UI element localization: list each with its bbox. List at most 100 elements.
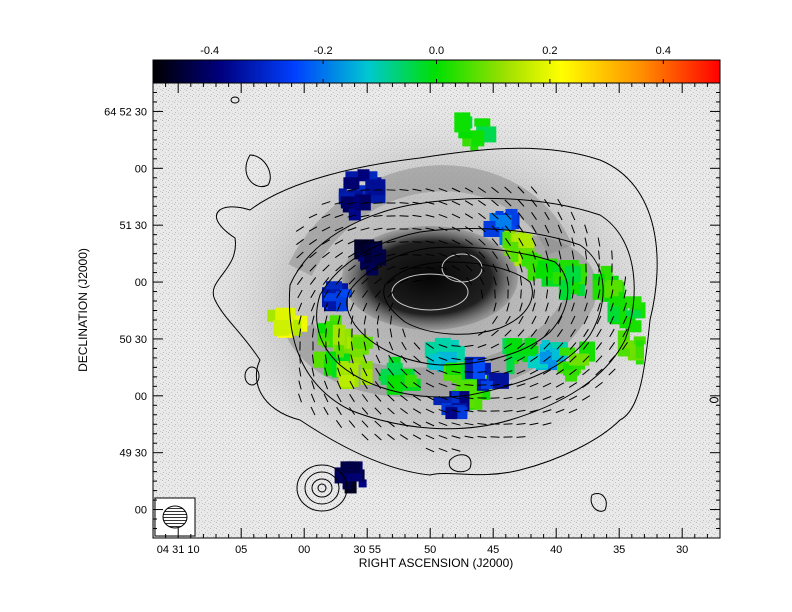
polarization-vector bbox=[543, 355, 551, 363]
polarization-vector bbox=[558, 237, 562, 247]
polarization-vector bbox=[451, 448, 461, 452]
polarization-vector bbox=[531, 315, 537, 325]
polarization-vector bbox=[491, 329, 499, 337]
polarization-vector bbox=[334, 252, 344, 258]
polarization-vector bbox=[374, 420, 382, 428]
polarization-vector bbox=[464, 213, 474, 219]
polarization-vector bbox=[545, 302, 549, 312]
polarization-vector bbox=[608, 342, 616, 350]
polarization-vector bbox=[387, 420, 395, 428]
polarization-vector bbox=[518, 315, 524, 325]
polarization-vector bbox=[451, 383, 461, 387]
polarization-vector bbox=[377, 328, 379, 338]
polarization-vector bbox=[386, 278, 396, 284]
polarization-vector bbox=[531, 212, 537, 220]
polarization-vector bbox=[425, 240, 435, 244]
polarization-vector bbox=[361, 433, 369, 441]
polarization-vector bbox=[375, 302, 381, 312]
polarization-vector bbox=[464, 226, 474, 232]
polarization-vector bbox=[571, 237, 575, 247]
polarization-vector bbox=[477, 423, 487, 425]
polarization-vector bbox=[361, 420, 369, 428]
polarization-vector bbox=[438, 421, 448, 427]
polarization-vector bbox=[505, 250, 511, 260]
region-pixel bbox=[506, 358, 515, 375]
polarization-vector bbox=[465, 251, 473, 259]
x-axis-ticks: 04 31 10 05 00 30 55 50 45 40 35 30 bbox=[157, 83, 708, 556]
polarization-vector bbox=[464, 384, 474, 386]
polarization-vector bbox=[569, 368, 577, 376]
polarization-vector bbox=[517, 342, 525, 350]
y-tick-label: 00 bbox=[135, 391, 147, 403]
polarization-vector bbox=[296, 277, 304, 285]
polarization-vector bbox=[464, 396, 474, 400]
region-pixel bbox=[539, 352, 552, 365]
polarization-vector bbox=[596, 315, 602, 325]
polarization-vector bbox=[533, 276, 535, 286]
polarization-vector bbox=[557, 315, 563, 325]
polarization-vector bbox=[585, 276, 587, 286]
polarization-vector bbox=[361, 394, 369, 402]
polarization-vector bbox=[335, 277, 343, 285]
polarization-vector bbox=[360, 227, 370, 231]
polarization-vector bbox=[296, 238, 304, 246]
polarization-vector bbox=[308, 213, 318, 219]
polarization-vector bbox=[581, 395, 591, 401]
colorbar-tick-label: -0.4 bbox=[200, 45, 219, 57]
polarization-vector bbox=[362, 380, 368, 390]
polarization-vector bbox=[401, 341, 407, 351]
polarization-vector bbox=[623, 302, 627, 312]
polarization-vector bbox=[425, 434, 435, 440]
region-pixel bbox=[358, 479, 367, 488]
region-pixel bbox=[433, 397, 454, 406]
polarization-vector bbox=[321, 239, 331, 245]
polarization-vector bbox=[337, 354, 341, 364]
colorbar-tick-label: 0.0 bbox=[429, 45, 444, 57]
polarization-vector bbox=[478, 264, 486, 272]
polarization-region bbox=[336, 357, 373, 390]
polarization-vector bbox=[311, 367, 315, 377]
polarization-vector bbox=[517, 329, 525, 337]
polarization-vector bbox=[544, 198, 550, 208]
polarization-vector bbox=[477, 435, 487, 439]
polarization-vector bbox=[506, 276, 510, 286]
polarization-vector bbox=[373, 202, 383, 204]
polarization-vector bbox=[451, 226, 461, 232]
polarization-vector bbox=[478, 199, 486, 207]
region-pixel bbox=[472, 130, 485, 147]
region-pixel bbox=[565, 369, 578, 382]
polarization-vector bbox=[545, 289, 549, 299]
x-tick-label: 00 bbox=[298, 544, 310, 556]
polarization-vector bbox=[519, 263, 523, 273]
x-tick-label: 30 55 bbox=[353, 544, 381, 556]
polarization-vector bbox=[438, 395, 448, 401]
polarization-vector bbox=[542, 409, 552, 413]
contour-line bbox=[296, 464, 348, 512]
polarization-vector bbox=[532, 250, 536, 260]
y-tick-label: 64 52 30 bbox=[104, 106, 147, 118]
region-pixel bbox=[619, 316, 632, 329]
polarization-vector bbox=[334, 214, 344, 218]
polarization-vector bbox=[464, 422, 474, 426]
polarization-vector bbox=[425, 188, 435, 192]
polarization-vector bbox=[544, 315, 550, 325]
region-pixel bbox=[360, 369, 373, 386]
polarization-vector bbox=[413, 355, 421, 363]
polarization-vector bbox=[582, 342, 590, 350]
polarization-vector bbox=[491, 212, 499, 220]
polarization-vector bbox=[597, 302, 601, 312]
polarization-vector bbox=[477, 330, 487, 336]
polarization-vector bbox=[464, 435, 474, 439]
polarization-vector bbox=[490, 370, 500, 374]
polarization-vector bbox=[570, 224, 576, 234]
polarization-vector bbox=[438, 187, 448, 193]
x-tick-label: 45 bbox=[487, 544, 499, 556]
contour-line bbox=[212, 147, 658, 476]
polarization-vector bbox=[323, 380, 329, 390]
polarization-vector bbox=[399, 421, 409, 427]
region-pixel bbox=[374, 249, 387, 266]
polarization-vector bbox=[334, 226, 344, 232]
polarization-vector bbox=[311, 328, 315, 338]
polarization-vector bbox=[530, 329, 538, 337]
polarization-vector bbox=[478, 225, 486, 233]
